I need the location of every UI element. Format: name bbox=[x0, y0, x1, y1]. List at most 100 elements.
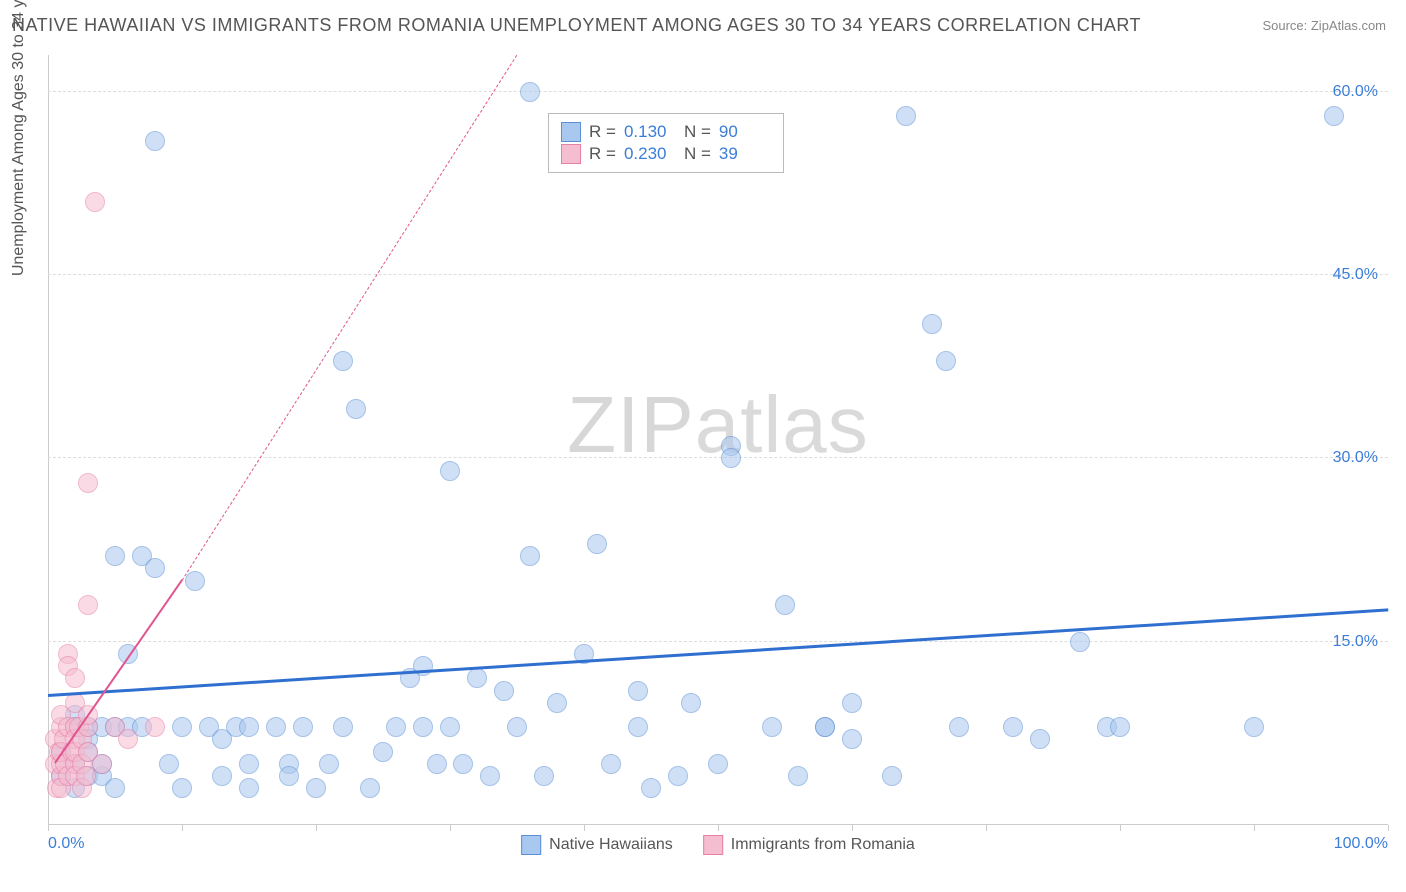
scatter-point bbox=[815, 717, 835, 737]
scatter-point bbox=[346, 399, 366, 419]
scatter-point bbox=[440, 717, 460, 737]
scatter-point bbox=[105, 778, 125, 798]
scatter-point bbox=[762, 717, 782, 737]
scatter-point bbox=[922, 314, 942, 334]
scatter-point bbox=[788, 766, 808, 786]
scatter-point bbox=[333, 351, 353, 371]
legend-item-2: Immigrants from Romania bbox=[703, 835, 915, 855]
legend-swatch-1 bbox=[521, 835, 541, 855]
x-tick-mark bbox=[316, 825, 317, 831]
chart-title: NATIVE HAWAIIAN VS IMMIGRANTS FROM ROMAN… bbox=[12, 15, 1141, 36]
scatter-point bbox=[413, 717, 433, 737]
scatter-point bbox=[708, 754, 728, 774]
scatter-point bbox=[279, 766, 299, 786]
scatter-point bbox=[520, 546, 540, 566]
scatter-point bbox=[1030, 729, 1050, 749]
scatter-point bbox=[681, 693, 701, 713]
stat-r-label: R = bbox=[589, 122, 616, 142]
scatter-point bbox=[239, 717, 259, 737]
legend-label-1: Native Hawaiians bbox=[549, 836, 673, 854]
scatter-point bbox=[453, 754, 473, 774]
scatter-point bbox=[118, 729, 138, 749]
stats-row-2: R = 0.230 N = 39 bbox=[561, 144, 771, 164]
gridline bbox=[48, 457, 1388, 458]
scatter-point bbox=[587, 534, 607, 554]
scatter-point bbox=[507, 717, 527, 737]
scatter-point bbox=[427, 754, 447, 774]
scatter-point bbox=[480, 766, 500, 786]
stat-r2: 0.230 bbox=[624, 144, 676, 164]
legend-item-1: Native Hawaiians bbox=[521, 835, 673, 855]
scatter-point bbox=[373, 742, 393, 762]
stat-n-label: N = bbox=[684, 144, 711, 164]
scatter-point bbox=[145, 558, 165, 578]
scatter-point bbox=[1244, 717, 1264, 737]
scatter-point bbox=[78, 473, 98, 493]
scatter-point bbox=[547, 693, 567, 713]
x-tick-mark bbox=[1254, 825, 1255, 831]
scatter-point bbox=[949, 717, 969, 737]
scatter-point bbox=[333, 717, 353, 737]
y-tick-label: 30.0% bbox=[1333, 449, 1378, 467]
stats-box: R = 0.130 N = 90 R = 0.230 N = 39 bbox=[548, 113, 784, 173]
stats-row-1: R = 0.130 N = 90 bbox=[561, 122, 771, 142]
scatter-point bbox=[105, 546, 125, 566]
scatter-point bbox=[668, 766, 688, 786]
scatter-point bbox=[936, 351, 956, 371]
y-tick-label: 60.0% bbox=[1333, 83, 1378, 101]
scatter-point bbox=[319, 754, 339, 774]
x-tick-label: 100.0% bbox=[1334, 835, 1388, 853]
scatter-point bbox=[360, 778, 380, 798]
scatter-point bbox=[293, 717, 313, 737]
scatter-point bbox=[721, 448, 741, 468]
scatter-point bbox=[85, 192, 105, 212]
x-tick-mark bbox=[182, 825, 183, 831]
x-tick-mark bbox=[48, 825, 49, 831]
x-tick-mark bbox=[1388, 825, 1389, 831]
scatter-point bbox=[882, 766, 902, 786]
x-tick-mark bbox=[852, 825, 853, 831]
scatter-point bbox=[641, 778, 661, 798]
scatter-point bbox=[145, 131, 165, 151]
scatter-point bbox=[1324, 106, 1344, 126]
x-tick-mark bbox=[1120, 825, 1121, 831]
scatter-point bbox=[266, 717, 286, 737]
y-tick-label: 15.0% bbox=[1333, 633, 1378, 651]
scatter-point bbox=[534, 766, 554, 786]
scatter-point bbox=[628, 681, 648, 701]
gridline bbox=[48, 91, 1388, 92]
stat-r1: 0.130 bbox=[624, 122, 676, 142]
scatter-point bbox=[494, 681, 514, 701]
scatter-point bbox=[842, 693, 862, 713]
scatter-point bbox=[386, 717, 406, 737]
scatter-point bbox=[239, 754, 259, 774]
source-attrib: Source: ZipAtlas.com bbox=[1262, 18, 1386, 33]
scatter-point bbox=[306, 778, 326, 798]
stat-n2: 39 bbox=[719, 144, 771, 164]
scatter-point bbox=[842, 729, 862, 749]
scatter-point bbox=[78, 595, 98, 615]
legend-swatch-2 bbox=[703, 835, 723, 855]
stat-r-label: R = bbox=[589, 144, 616, 164]
scatter-point bbox=[628, 717, 648, 737]
scatter-point bbox=[92, 754, 112, 774]
legend-bottom: Native Hawaiians Immigrants from Romania bbox=[521, 835, 915, 855]
scatter-point bbox=[1110, 717, 1130, 737]
scatter-point bbox=[172, 778, 192, 798]
swatch-series2 bbox=[561, 144, 581, 164]
stat-n-label: N = bbox=[684, 122, 711, 142]
x-tick-label: 0.0% bbox=[48, 835, 84, 853]
x-tick-mark bbox=[450, 825, 451, 831]
x-tick-mark bbox=[584, 825, 585, 831]
scatter-point bbox=[775, 595, 795, 615]
scatter-point bbox=[467, 668, 487, 688]
scatter-point bbox=[159, 754, 179, 774]
y-axis-label: Unemployment Among Ages 30 to 34 years bbox=[10, 0, 28, 276]
scatter-point bbox=[896, 106, 916, 126]
swatch-series1 bbox=[561, 122, 581, 142]
plot-area: ZIPatlas 15.0%30.0%45.0%60.0%0.0%100.0% … bbox=[48, 55, 1388, 825]
scatter-point bbox=[1003, 717, 1023, 737]
stat-n1: 90 bbox=[719, 122, 771, 142]
scatter-point bbox=[520, 82, 540, 102]
scatter-point bbox=[440, 461, 460, 481]
